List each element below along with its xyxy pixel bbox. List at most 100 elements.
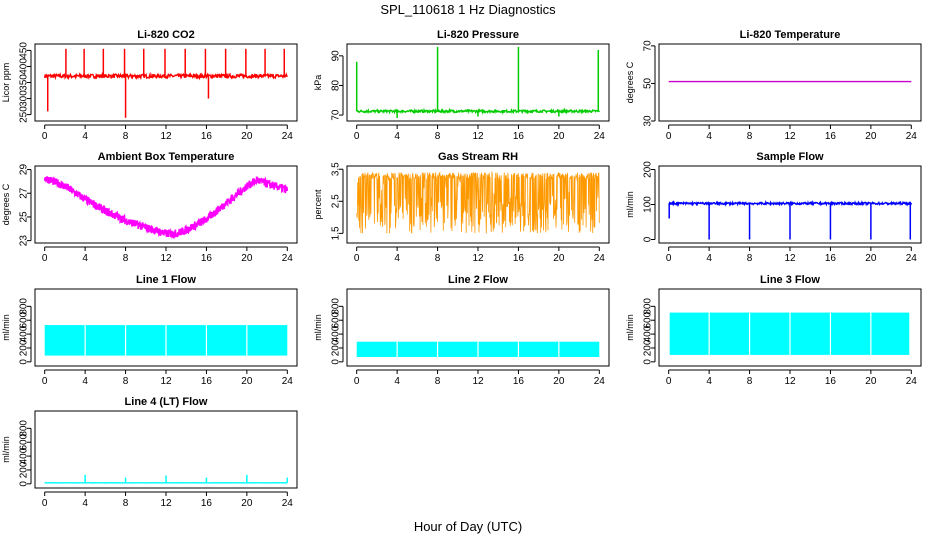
series-group: [44, 325, 288, 356]
x-tick-label: 8: [435, 131, 441, 142]
x-tick-label: 0: [42, 498, 48, 509]
series-line: [44, 71, 288, 81]
x-tick-label: 20: [865, 253, 877, 264]
y-tick-label: 200: [643, 339, 654, 356]
x-tick-label: 0: [354, 253, 360, 264]
x-tick-label: 24: [594, 131, 606, 142]
x-tick-label: 12: [160, 253, 172, 264]
y-tick-label: 600: [19, 311, 30, 328]
x-tick-label: 4: [394, 131, 400, 142]
y-tick-label: 25: [19, 211, 30, 223]
y-tick-label: 0: [19, 359, 30, 365]
y-axis-label: ml/min: [313, 314, 323, 341]
x-tick-label: 12: [160, 376, 172, 387]
panel-title: Li-820 CO2: [137, 29, 194, 41]
plot-frame: [346, 43, 610, 122]
plot-frame: [34, 288, 298, 367]
y-tick-label: 70: [643, 40, 654, 52]
y-tick-label: 600: [643, 311, 654, 328]
y-tick-label: 200: [331, 339, 342, 356]
x-tick-label: 16: [201, 131, 213, 142]
x-tick-label: 4: [82, 131, 88, 142]
y-tick-label: 200: [19, 339, 30, 356]
y-tick-label: 70: [331, 109, 342, 121]
plot-frame: [658, 165, 922, 244]
x-tick-label: 16: [513, 376, 525, 387]
x-tick-label: 8: [747, 131, 753, 142]
x-tick-label: 4: [706, 131, 712, 142]
y-axis-label: degrees C: [1, 183, 11, 225]
y-tick-label: 23: [19, 235, 30, 247]
y-tick-label: 2.5: [331, 194, 342, 208]
y-axis-label: ml/min: [1, 436, 11, 463]
panel-6: Line 1 Flow ml/min 0 4 8 12 16 20 24 0 20040060080…: [1, 274, 298, 387]
x-tick-label: 24: [282, 498, 294, 509]
panel-5: Sample Flow ml/min 0 4 8 12 16 20 24 0 100 200: [625, 151, 922, 264]
x-tick-label: 20: [553, 376, 565, 387]
x-tick-label: 12: [784, 131, 796, 142]
x-tick-label: 24: [282, 131, 294, 142]
panel-title: Gas Stream RH: [438, 151, 518, 163]
y-tick-label: 400: [19, 325, 30, 342]
panel-title: Line 3 Flow: [760, 274, 820, 286]
x-tick-label: 16: [201, 253, 213, 264]
x-tick-label: 24: [906, 131, 918, 142]
y-tick-label: 350: [19, 74, 30, 91]
y-tick-label: 0: [643, 236, 654, 242]
series-group: [356, 171, 600, 234]
panel-8: Line 3 Flow ml/min 0 4 8 12 16 20 24 0 20040060080…: [625, 274, 922, 387]
x-tick-label: 0: [42, 131, 48, 142]
y-tick-label: 0: [331, 359, 342, 365]
x-tick-label: 4: [706, 253, 712, 264]
x-tick-label: 20: [865, 131, 877, 142]
x-tick-label: 8: [123, 253, 129, 264]
plot-frame: [346, 165, 610, 244]
x-tick-label: 24: [906, 253, 918, 264]
y-tick-label: 0: [19, 481, 30, 487]
series-group: [44, 474, 289, 484]
panel-title: Sample Flow: [756, 151, 824, 163]
y-axis-label: ml/min: [625, 191, 635, 218]
x-tick-label: 16: [201, 498, 213, 509]
x-tick-label: 20: [553, 253, 565, 264]
series-line: [356, 171, 600, 234]
x-tick-label: 8: [123, 376, 129, 387]
x-tick-label: 12: [784, 253, 796, 264]
series-group: [44, 48, 288, 118]
x-tick-label: 0: [666, 131, 672, 142]
plot-frame: [34, 165, 298, 244]
series-group: [669, 312, 910, 355]
x-tick-label: 0: [42, 253, 48, 264]
x-tick-label: 0: [354, 376, 360, 387]
x-tick-label: 24: [594, 376, 606, 387]
y-tick-label: 3.5: [331, 162, 342, 176]
y-tick-label: 800: [643, 298, 654, 315]
x-tick-label: 20: [241, 498, 253, 509]
y-tick-label: 800: [331, 298, 342, 315]
y-tick-label: 400: [643, 325, 654, 342]
x-tick-label: 24: [906, 376, 918, 387]
figure-xlabel: Hour of Day (UTC): [414, 519, 522, 534]
y-tick-label: 29: [19, 164, 30, 176]
panel-3: Ambient Box Temperature degrees C 0 4 8 12 16 2…: [1, 151, 298, 264]
plot-frame: [658, 43, 922, 122]
series-line: [43, 176, 289, 240]
x-tick-label: 8: [747, 253, 753, 264]
panel-4: Gas Stream RH percent 0 4 8 12 16 20 24 1.5 2.5 3.5: [313, 151, 610, 264]
plot-frame: [34, 43, 298, 122]
y-axis-label: ml/min: [1, 314, 11, 341]
x-tick-label: 8: [123, 498, 129, 509]
panel-title: Li-820 Temperature: [740, 29, 841, 41]
y-tick-label: 27: [19, 187, 30, 199]
x-tick-label: 0: [666, 376, 672, 387]
panel-2: Li-820 Temperature degrees C 0 4 8 12 16 20 24 30…: [625, 29, 922, 142]
y-tick-label: 600: [19, 433, 30, 450]
x-tick-label: 24: [594, 253, 606, 264]
x-tick-label: 16: [201, 376, 213, 387]
y-tick-label: 250: [19, 106, 30, 123]
y-tick-label: 600: [331, 311, 342, 328]
y-tick-label: 100: [643, 196, 654, 213]
figure-title: SPL_110618 1 Hz Diagnostics: [380, 2, 556, 17]
